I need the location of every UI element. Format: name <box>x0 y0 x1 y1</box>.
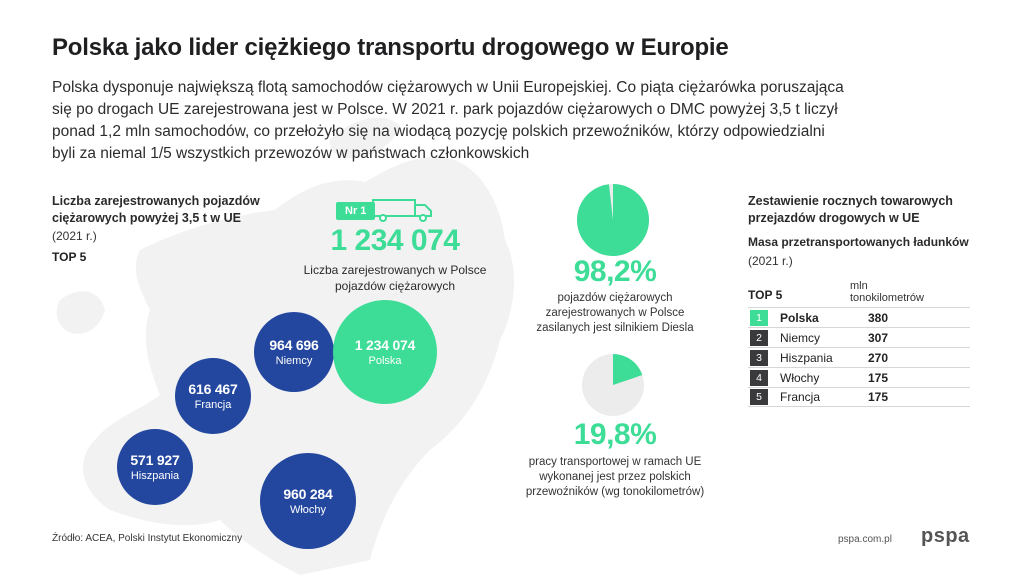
rank-cell: 2 <box>750 329 768 346</box>
road-freight-table: 1 Polska 380 2 Niemcy 307 3 Hiszpania 27… <box>748 307 970 407</box>
rank-cell: 5 <box>750 389 768 405</box>
rank-cell: 1 <box>750 309 768 326</box>
poland-truck-count-description: Liczba zarejestrowanych w Polsce pojazdó… <box>303 263 487 293</box>
table-row: 3 Hiszpania 270 <box>748 347 970 367</box>
pspa-logo: pspa <box>921 525 970 547</box>
country-cell: Hiszpania <box>780 350 833 365</box>
country-cell: Francja <box>780 390 821 404</box>
bubble-poland: 1 234 074 Polska <box>333 300 437 404</box>
source-note: Źródło: ACEA, Polski Instytut Ekonomiczn… <box>52 533 243 544</box>
bubble-country: Polska <box>368 355 402 367</box>
table-row: 2 Niemcy 307 <box>748 327 970 347</box>
bubble-value: 616 467 <box>188 381 238 397</box>
diesel-share-pie <box>577 184 650 256</box>
bubble-country: Włochy <box>289 504 327 516</box>
registered-trucks-top-label: TOP 5 <box>52 250 87 264</box>
registered-trucks-heading: Liczba zarejestrowanych pojazdów ciężaro… <box>52 194 260 225</box>
poland-truck-count: 1 234 074 <box>330 224 460 257</box>
value-cell: 175 <box>868 390 889 404</box>
bubble-value: 571 927 <box>130 452 180 468</box>
site-link[interactable]: pspa.com.pl <box>838 534 892 545</box>
road-freight-top-label: TOP 5 <box>748 288 783 302</box>
bubble-country: Francja <box>194 399 232 411</box>
transport-share-pie <box>582 354 644 416</box>
bubble-spain: 571 927 Hiszpania <box>117 429 193 505</box>
intro-paragraph: Polska dysponuje największą flotą samoch… <box>52 79 844 162</box>
table-row: 4 Włochy 175 <box>748 367 970 387</box>
table-row: 1 Polska 380 <box>748 307 970 327</box>
bubble-value: 964 696 <box>269 337 319 353</box>
road-freight-unit: mln tonokilometrów <box>850 280 924 304</box>
table-row: 5 Francja 175 <box>748 387 970 407</box>
country-cell: Włochy <box>780 370 820 385</box>
registered-trucks-year: (2021 r.) <box>52 229 97 243</box>
road-freight-subheading: Masa przetransportowanych ładunków <box>748 235 969 249</box>
rank-cell: 4 <box>750 369 768 386</box>
bubble-country: Hiszpania <box>130 470 180 482</box>
country-cell: Polska <box>780 310 819 325</box>
transport-share-percent: 19,8% <box>573 418 657 451</box>
bubble-value: 960 284 <box>283 486 333 502</box>
bubble-italy: 960 284 Włochy <box>260 453 356 549</box>
road-freight-heading: Zestawienie rocznych towarowych przejazd… <box>748 194 953 225</box>
diesel-share-slice <box>577 184 650 256</box>
rank-cell: 3 <box>750 349 768 366</box>
rank-badge: Nr 1 <box>336 202 376 220</box>
value-cell: 175 <box>868 370 889 385</box>
bubble-country: Niemcy <box>275 355 313 367</box>
value-cell: 307 <box>868 330 889 345</box>
transport-share-slice <box>613 354 643 385</box>
value-cell: 270 <box>868 350 889 365</box>
diesel-share-percent: 98,2% <box>573 255 657 288</box>
bubble-germany: 964 696 Niemcy <box>254 312 334 392</box>
transport-share-description: pracy transportowej w ramach UE wykonane… <box>525 456 705 498</box>
value-cell: 380 <box>868 310 889 325</box>
bubble-value: 1 234 074 <box>354 337 416 353</box>
truck-icon <box>372 199 432 222</box>
country-cell: Niemcy <box>780 330 821 345</box>
bubble-france: 616 467 Francja <box>175 358 251 434</box>
page-title: Polska jako lider ciężkiego transportu d… <box>52 34 729 61</box>
diesel-share-description: pojazdów ciężarowych zarejestrowanych w … <box>536 292 694 334</box>
road-freight-year: (2021 r.) <box>748 254 793 268</box>
